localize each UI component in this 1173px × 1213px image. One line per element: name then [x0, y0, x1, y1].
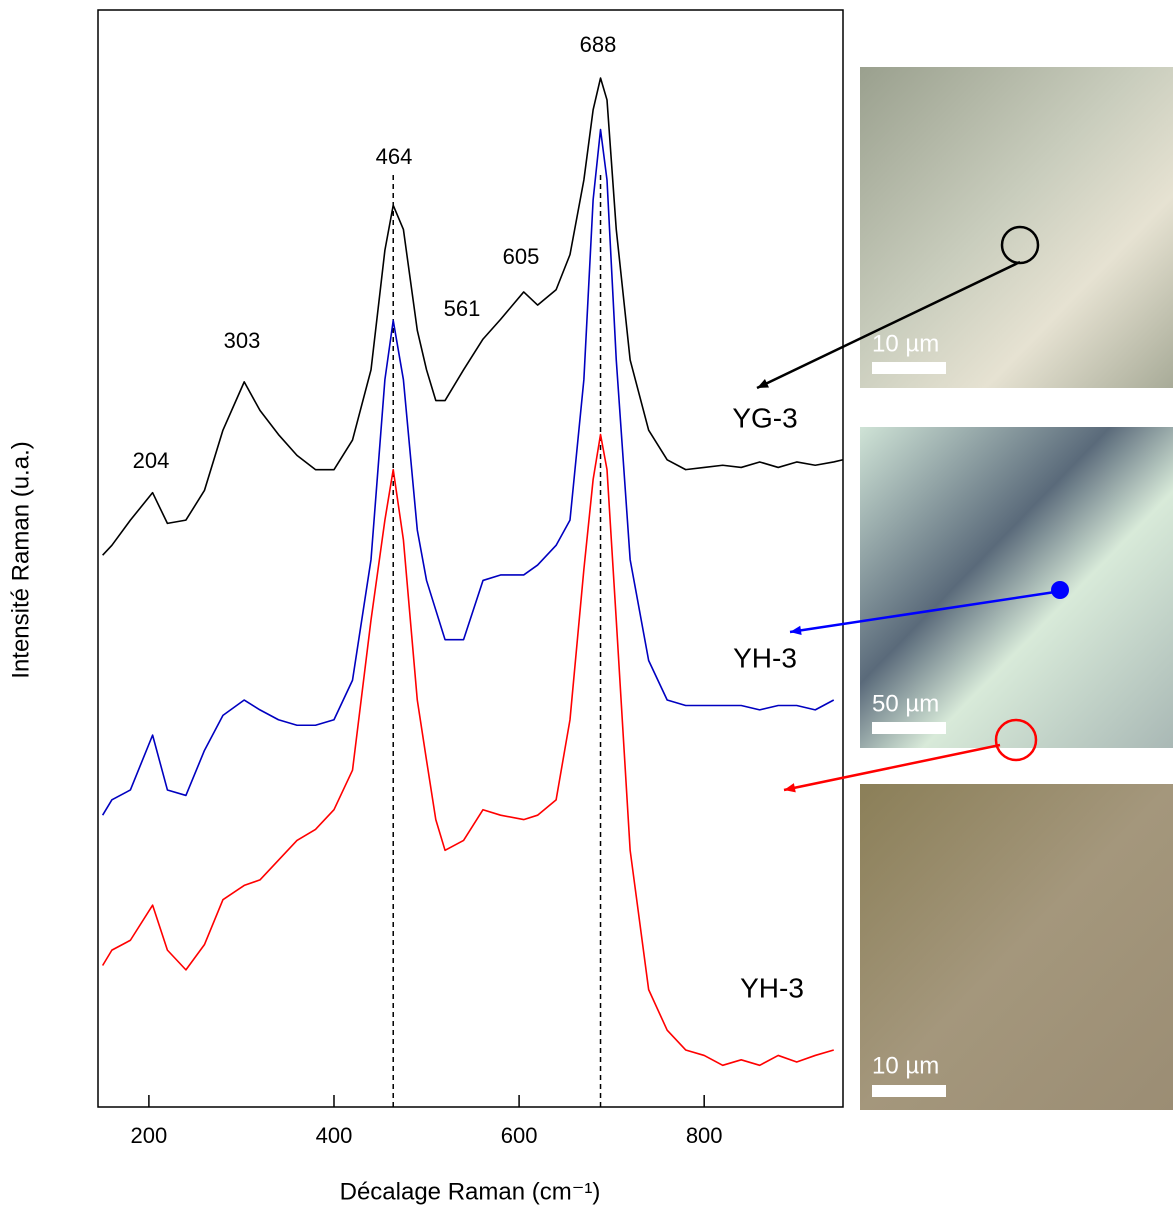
sample-label: YH-3	[733, 642, 797, 673]
scale-label: 10 µm	[872, 330, 939, 357]
micrograph-1: 10 µm	[860, 67, 1173, 388]
spectrum-line	[101, 433, 834, 1067]
plot-frame	[97, 9, 844, 1108]
micrograph-3: 10 µm	[860, 718, 1173, 1110]
spectrum-line	[101, 128, 835, 816]
sample-label: YG-3	[732, 402, 797, 433]
peak-label: 605	[503, 244, 540, 269]
x-tick-label: 600	[501, 1123, 538, 1148]
arrow-head	[784, 783, 796, 793]
micrograph-2: 50 µm	[860, 427, 1173, 748]
peak-label: 561	[444, 296, 481, 321]
spectrum-line	[102, 77, 844, 556]
peak-label: 303	[224, 328, 261, 353]
x-tick-label: 400	[316, 1123, 353, 1148]
sample-label: YH-3	[740, 972, 804, 1003]
arrow-head	[790, 625, 802, 635]
scale-label: 50 µm	[872, 690, 939, 717]
pointer-arrow	[789, 590, 1056, 634]
peak-label: 464	[376, 144, 413, 169]
scale-label: 10 µm	[872, 1052, 939, 1079]
peak-label: 204	[133, 448, 170, 473]
pointer-arrow	[783, 743, 1001, 792]
peak-label: 688	[580, 32, 617, 57]
x-tick-label: 800	[686, 1123, 723, 1148]
arrow-head	[757, 379, 769, 388]
x-tick-label: 200	[131, 1123, 168, 1148]
pointer-arrow	[756, 260, 1021, 390]
x-axis-label: Décalage Raman (cm⁻¹)	[340, 1178, 601, 1205]
y-axis-label: Intensité Raman (u.a.)	[7, 441, 34, 678]
